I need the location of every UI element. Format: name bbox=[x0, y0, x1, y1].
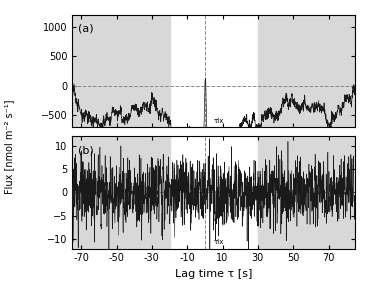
Text: Flux [nmol m⁻² s⁻¹]: Flux [nmol m⁻² s⁻¹] bbox=[4, 100, 14, 194]
Text: (b): (b) bbox=[78, 145, 94, 155]
Bar bbox=[73, 136, 169, 249]
Text: (a): (a) bbox=[78, 24, 94, 34]
X-axis label: Lag time τ [s]: Lag time τ [s] bbox=[175, 269, 252, 279]
Text: τlx: τlx bbox=[214, 118, 224, 124]
Text: τlx: τlx bbox=[214, 239, 224, 245]
Bar bbox=[258, 15, 355, 127]
Bar bbox=[258, 136, 355, 249]
Bar bbox=[73, 15, 169, 127]
